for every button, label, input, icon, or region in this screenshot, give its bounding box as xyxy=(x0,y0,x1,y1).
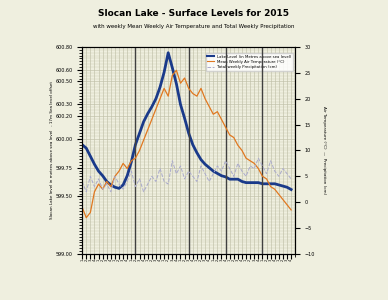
Mean Weekly Air Temperature (°C) xyxy=(174,68,179,72)
Total weekly Precipitation (cm) xyxy=(100,188,105,191)
Total weekly Precipitation (cm) xyxy=(84,190,88,194)
Total weekly Precipitation (cm) xyxy=(158,167,162,170)
Total weekly Precipitation (cm) xyxy=(256,156,261,160)
Text: with weekly Mean Weekly Air Temperature and Total Weekly Precipitation: with weekly Mean Weekly Air Temperature … xyxy=(93,24,295,29)
Legend: Lake Level (in Metres above sea level), Mean Weekly Air Temperature (°C), Total : Lake Level (in Metres above sea level), … xyxy=(206,53,293,70)
Lake Level (in Metres above sea level) xyxy=(80,143,85,146)
Text: Slocan Lake - Surface Levels for 2015: Slocan Lake - Surface Levels for 2015 xyxy=(99,9,289,18)
Mean Weekly Air Temperature (°C) xyxy=(223,125,228,129)
Total weekly Precipitation (cm) xyxy=(80,180,85,183)
Total weekly Precipitation (cm) xyxy=(194,180,199,183)
Line: Total weekly Precipitation (cm): Total weekly Precipitation (cm) xyxy=(82,158,291,192)
Lake Level (in Metres above sea level) xyxy=(277,183,281,187)
Mean Weekly Air Temperature (°C) xyxy=(289,208,293,212)
Mean Weekly Air Temperature (°C) xyxy=(215,110,220,113)
Lake Level (in Metres above sea level) xyxy=(154,97,158,101)
Lake Level (in Metres above sea level) xyxy=(219,174,224,178)
Line: Mean Weekly Air Temperature (°C): Mean Weekly Air Temperature (°C) xyxy=(82,70,291,218)
Mean Weekly Air Temperature (°C) xyxy=(158,97,162,101)
Lake Level (in Metres above sea level) xyxy=(182,116,187,120)
Mean Weekly Air Temperature (°C) xyxy=(84,216,88,220)
Total weekly Precipitation (cm) xyxy=(289,177,293,181)
Y-axis label: Air Temperature (°C)  —  Precipitation (cm): Air Temperature (°C) — Precipitation (cm… xyxy=(322,106,326,195)
Total weekly Precipitation (cm) xyxy=(182,177,187,181)
Lake Level (in Metres above sea level) xyxy=(166,51,171,55)
Total weekly Precipitation (cm) xyxy=(211,172,216,175)
Mean Weekly Air Temperature (°C) xyxy=(186,87,191,90)
Lake Level (in Metres above sea level) xyxy=(211,169,216,173)
Mean Weekly Air Temperature (°C) xyxy=(80,206,85,209)
Line: Lake Level (in Metres above sea level): Lake Level (in Metres above sea level) xyxy=(82,53,291,190)
Lake Level (in Metres above sea level) xyxy=(96,169,101,173)
Total weekly Precipitation (cm) xyxy=(219,169,224,173)
Y-axis label: Slocan Lake level in metres above sea level   - 17m Sea level offset: Slocan Lake level in metres above sea le… xyxy=(50,81,54,219)
Mean Weekly Air Temperature (°C) xyxy=(199,87,203,90)
Mean Weekly Air Temperature (°C) xyxy=(100,188,105,191)
Lake Level (in Metres above sea level) xyxy=(289,188,293,191)
